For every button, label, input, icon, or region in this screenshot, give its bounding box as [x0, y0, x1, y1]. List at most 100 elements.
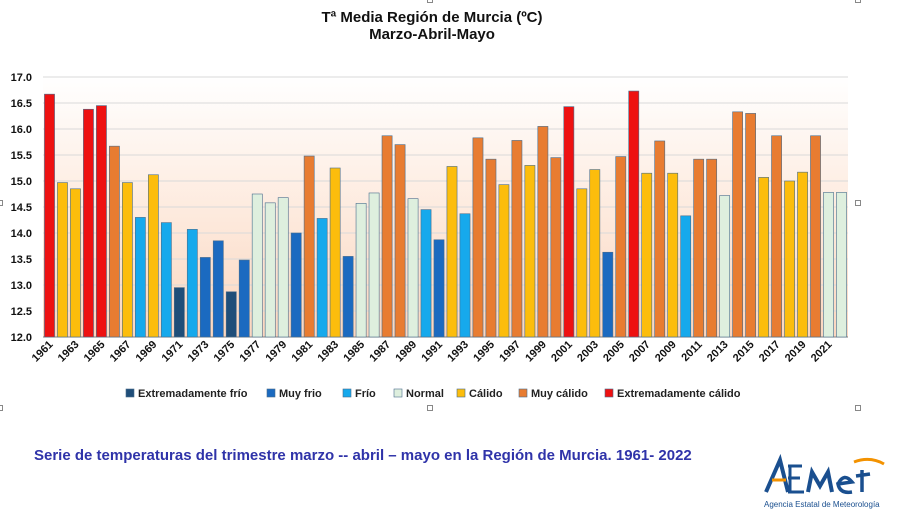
bar-2018 — [784, 180, 795, 338]
bar-1962 — [57, 182, 68, 338]
bar-1978 — [264, 202, 276, 338]
bar-1983 — [329, 167, 341, 338]
bar-1975 — [225, 291, 237, 338]
x-tick-label: 1995 — [471, 339, 497, 365]
bar-1988 — [394, 144, 406, 338]
bar-2016 — [758, 177, 769, 338]
bar-1967 — [122, 182, 133, 338]
resize-handle-bottom-left[interactable] — [0, 405, 3, 411]
bar-1972 — [186, 229, 198, 338]
bar-1974 — [212, 240, 224, 338]
legend-swatch-ec — [604, 388, 614, 398]
logo-org-name: Agencia Estatal de Meteorología — [764, 500, 880, 509]
bar-1968 — [135, 217, 146, 338]
legend-swatch-f — [342, 388, 352, 398]
bar-1997 — [511, 140, 523, 338]
chart-frame: 12.0 12.5 13.0 13.5 14.0 14.5 15.0 15.5 16.0 16.5… — [0, 0, 861, 411]
y-tick-label: 12.5 — [11, 306, 32, 318]
bar-1995 — [485, 158, 497, 338]
x-tick-label: 2015 — [731, 339, 757, 365]
x-tick-label: 1961 — [30, 339, 56, 365]
aemet-logo: Agencia Estatal de Meteorología — [758, 452, 898, 512]
x-tick-label: 1983 — [315, 339, 341, 365]
y-tick-label: 12.0 — [11, 332, 32, 344]
legend-label-n: Normal — [406, 388, 444, 400]
bar-1981 — [303, 155, 315, 338]
x-tick-label: 2021 — [809, 339, 835, 365]
bar-1991 — [433, 239, 445, 338]
x-tick-label: 1979 — [264, 339, 290, 365]
x-tick-label: 2007 — [627, 339, 653, 365]
bar-1986 — [368, 192, 380, 338]
resize-handle-top[interactable] — [427, 0, 433, 3]
x-tick-label: 2013 — [705, 339, 731, 365]
resize-handle-right[interactable] — [855, 200, 861, 206]
xtick-layer: 1961 1963 1965 1967 1969 1971 1973 1975 1977 1979… — [30, 339, 835, 365]
resize-handle-bottom[interactable] — [427, 405, 433, 411]
legend-swatch-mc — [518, 388, 528, 398]
x-tick-label: 1985 — [341, 339, 367, 365]
y-tick-label: 15.5 — [11, 150, 32, 162]
aemet-logo-icon — [764, 453, 885, 495]
legend-swatch-ef — [125, 388, 135, 398]
x-tick-label: 1971 — [160, 339, 186, 365]
x-tick-label: 1993 — [445, 339, 471, 365]
y-tick-label: 15.0 — [11, 176, 32, 188]
y-tick-label: 16.5 — [11, 98, 32, 110]
grid-layer — [43, 76, 848, 338]
x-tick-label: 1999 — [523, 339, 549, 365]
bar-2007 — [641, 172, 653, 338]
bar-2020 — [810, 135, 821, 338]
bar-1966 — [109, 145, 120, 338]
chart-subtitle: Marzo-Abril-Mayo — [369, 26, 495, 43]
x-tick-label: 1965 — [82, 339, 108, 365]
bar-2002 — [576, 188, 588, 338]
bar-1996 — [498, 184, 510, 338]
x-tick-label: 1997 — [497, 339, 523, 365]
bar-1998 — [524, 165, 536, 338]
x-tick-label: 2019 — [783, 339, 809, 365]
chart-svg: 12.0 12.5 13.0 13.5 14.0 14.5 15.0 15.5 16.0 16.5… — [11, 9, 848, 400]
x-tick-label: 1987 — [367, 339, 393, 365]
bar-2021 — [823, 192, 834, 338]
bar-2010 — [680, 215, 692, 338]
bar-2000 — [550, 157, 562, 338]
bar-1999 — [537, 126, 549, 338]
resize-handle-left[interactable] — [0, 200, 3, 206]
x-tick-label: 1975 — [212, 339, 238, 365]
resize-handle-bottom-right[interactable] — [855, 405, 861, 411]
x-tick-label: 1969 — [134, 339, 160, 365]
x-tick-label: 2017 — [757, 339, 783, 365]
x-tick-label: 1981 — [289, 339, 315, 365]
bar-1982 — [316, 218, 328, 338]
legend-swatch-n — [393, 388, 403, 398]
bar-2022 — [836, 192, 847, 338]
x-tick-label: 1967 — [108, 339, 134, 365]
legend-label-f: Frío — [355, 388, 376, 400]
bar-2006 — [628, 90, 640, 338]
y-tick-label: 14.5 — [11, 202, 32, 214]
bar-2004 — [602, 251, 614, 338]
y-tick-label: 13.0 — [11, 280, 32, 292]
bar-2009 — [667, 172, 679, 338]
y-tick-label: 14.0 — [11, 228, 32, 240]
legend-swatch-mf — [266, 388, 276, 398]
x-tick-label: 2009 — [653, 339, 679, 365]
x-tick-label: 1963 — [56, 339, 82, 365]
bar-1993 — [459, 213, 471, 338]
x-tick-label: 1991 — [419, 339, 445, 365]
bar-1961 — [44, 93, 55, 338]
bar-2012 — [706, 158, 718, 338]
legend-label-c: Cálido — [469, 388, 503, 400]
bar-2014 — [732, 111, 744, 338]
resize-handle-top-right[interactable] — [855, 0, 861, 3]
bar-1989 — [407, 198, 419, 338]
y-tick-label: 17.0 — [11, 72, 32, 84]
x-tick-label: 1973 — [186, 339, 212, 365]
x-tick-label: 1977 — [238, 339, 264, 365]
bar-1979 — [277, 197, 289, 338]
bar-1970 — [160, 222, 172, 338]
bar-1965 — [96, 105, 107, 338]
bar-1985 — [355, 203, 367, 338]
x-tick-label: 2011 — [679, 339, 704, 364]
